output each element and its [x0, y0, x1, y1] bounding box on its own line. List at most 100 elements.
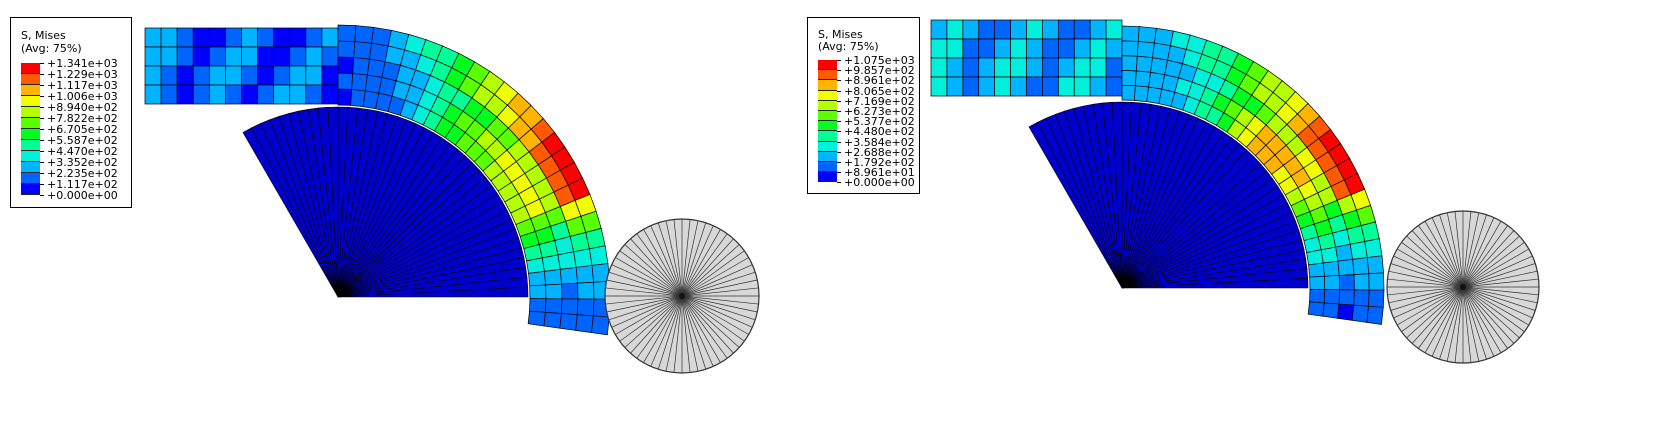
roller-spoke — [619, 250, 683, 297]
mesh-element — [337, 24, 357, 42]
mesh-element — [1073, 76, 1091, 97]
legend-label: +9.857e+02 — [844, 64, 915, 78]
legend-swatch — [818, 121, 837, 132]
roller-spoke — [619, 295, 683, 342]
mesh-element — [528, 270, 547, 287]
roller-spoke — [665, 220, 683, 297]
roller-spoke — [650, 295, 683, 367]
mesh-element — [371, 26, 392, 47]
legend-subtitle: (Avg: 75%) — [818, 40, 879, 53]
mesh-element — [1306, 249, 1324, 266]
legend-label: +4.480e+02 — [844, 125, 915, 139]
mesh-element — [1323, 289, 1340, 305]
mesh-element — [1351, 304, 1369, 323]
mesh-element — [561, 298, 579, 316]
legend-tick — [837, 162, 841, 163]
mesh-element — [160, 65, 178, 86]
mesh-element — [1322, 302, 1340, 319]
mesh-element — [354, 25, 375, 44]
roller-spoke — [681, 295, 749, 335]
mesh-element — [930, 38, 948, 59]
roller-spoke — [681, 257, 749, 297]
stress-legend-right: S, Mises (Avg: 75%) +1.075e+03 +9.857e+02… — [807, 17, 920, 194]
mesh-element — [1042, 19, 1059, 40]
mesh-element — [257, 27, 275, 48]
roller-spoke — [681, 295, 691, 373]
legend-swatch — [818, 100, 837, 111]
legend-label: +1.006e+03 — [47, 90, 118, 103]
mesh-element — [289, 27, 307, 48]
mesh-element — [1307, 301, 1325, 317]
legend-label: +8.940e+02 — [47, 101, 118, 114]
stress-legend-left: S, Mises (Avg: 75%) +1.341e+03 +1.229e+03… — [10, 17, 132, 208]
legend-label: +1.341e+03 — [47, 57, 118, 70]
mesh-element — [192, 84, 210, 105]
mesh-element — [1353, 273, 1370, 291]
legend-swatch — [21, 162, 40, 173]
roller-spoke — [1406, 235, 1464, 288]
mesh-element — [257, 84, 275, 105]
roller-spoke — [681, 271, 756, 297]
legend-tick — [837, 90, 841, 92]
panel-left: S, Mises (Avg: 75%) +1.341e+03 +1.229e+03… — [0, 0, 800, 423]
roller-spoke — [673, 295, 683, 373]
mesh-element — [1010, 38, 1027, 59]
roller-spoke — [681, 279, 758, 297]
roller-spoke — [606, 295, 683, 313]
mesh-element — [1121, 25, 1140, 42]
mesh-element — [1337, 258, 1355, 276]
mesh-element — [176, 65, 194, 86]
roller-spoke — [643, 295, 683, 363]
roller-spoke — [1462, 286, 1502, 353]
legend-color-bar — [21, 63, 40, 195]
roller-spoke — [636, 233, 683, 297]
mesh-element — [1089, 76, 1107, 97]
legend-tick — [837, 151, 841, 153]
roller-spoke — [681, 295, 707, 370]
roller-spoke — [657, 295, 683, 370]
legend-swatch — [21, 118, 40, 129]
roller-spoke — [615, 257, 683, 297]
roller-spoke — [665, 295, 683, 372]
legend-tick — [837, 60, 841, 61]
legend-subtitle: (Avg: 75%) — [21, 42, 82, 55]
legend-swatch — [21, 140, 40, 151]
mesh-element — [1010, 76, 1027, 97]
roller-spoke — [681, 219, 691, 297]
mesh-element — [543, 311, 562, 329]
roller-spoke — [1462, 242, 1525, 288]
roller-spoke — [1393, 255, 1464, 288]
mesh-element — [160, 84, 178, 105]
roller-spoke — [606, 279, 683, 297]
legend-tick — [837, 100, 841, 102]
mesh-element — [1366, 305, 1384, 325]
mesh-element — [289, 46, 307, 67]
roller-spoke — [1424, 286, 1464, 353]
mesh-element — [160, 27, 178, 48]
mesh-element — [289, 84, 307, 105]
legend-swatch — [21, 184, 40, 195]
roller-spoke — [1439, 214, 1464, 288]
legend-tick — [40, 140, 44, 141]
mesh-element — [1042, 76, 1059, 97]
legend-label: +8.065e+02 — [844, 84, 915, 98]
legend-tick — [40, 151, 44, 152]
mesh-element — [1135, 55, 1153, 73]
mesh-element — [192, 46, 210, 67]
mesh-element — [589, 245, 609, 266]
roller-spoke — [643, 229, 683, 297]
legend-tick — [837, 70, 841, 72]
mesh-element — [225, 46, 242, 67]
legend-tick — [40, 85, 44, 86]
mesh-element — [529, 284, 547, 300]
mesh-element — [321, 84, 339, 105]
mesh-element — [1057, 19, 1075, 40]
workpiece-bent-section — [337, 24, 611, 336]
mesh-element — [994, 38, 1011, 59]
mesh-element — [561, 282, 579, 300]
mesh-element — [1324, 275, 1340, 291]
roller-spoke — [1462, 230, 1515, 288]
mesh-element — [946, 57, 964, 78]
roller-spoke — [1462, 286, 1472, 363]
mesh-element — [351, 73, 368, 92]
